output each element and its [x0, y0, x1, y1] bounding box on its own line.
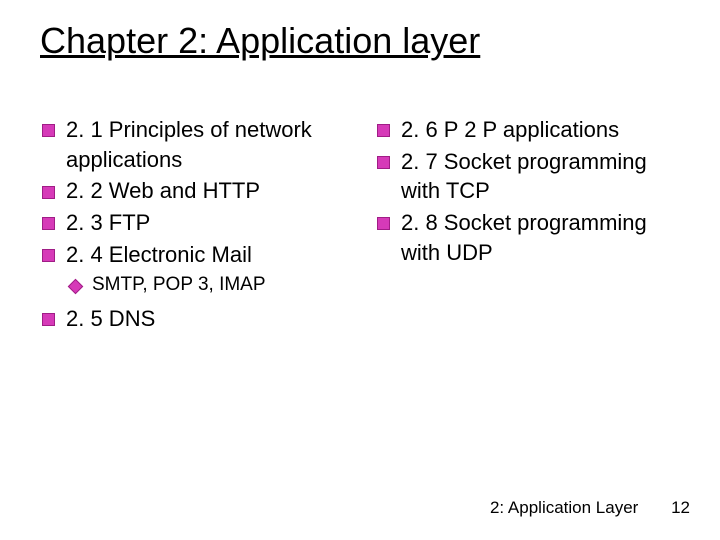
left-list: 2. 1 Principles of network applications 2… [40, 115, 345, 334]
slide: Chapter 2: Application layer 2. 1 Princi… [0, 0, 720, 540]
right-list: 2. 6 P 2 P applications 2. 7 Socket progr… [375, 115, 680, 267]
sub-list: SMTP, POP 3, IMAP [66, 273, 345, 298]
sub-list-item: SMTP, POP 3, IMAP [66, 273, 345, 298]
list-item-text: 2. 5 DNS [66, 306, 155, 331]
list-item-text: 2. 6 P 2 P applications [401, 117, 619, 142]
list-item: 2. 1 Principles of network applications [40, 115, 345, 174]
list-item: 2. 6 P 2 P applications [375, 115, 680, 145]
slide-title: Chapter 2: Application layer [40, 20, 480, 62]
left-column: 2. 1 Principles of network applications 2… [40, 115, 345, 336]
page-number: 12 [671, 498, 690, 518]
list-item-text: 2. 8 Socket programming with UDP [401, 210, 647, 265]
list-item: 2. 5 DNS [40, 304, 345, 334]
list-item-text: 2. 7 Socket programming with TCP [401, 149, 647, 204]
list-item: 2. 8 Socket programming with UDP [375, 208, 680, 267]
list-item: 2. 3 FTP [40, 208, 345, 238]
list-item-text: 2. 2 Web and HTTP [66, 178, 260, 203]
list-item-text: 2. 1 Principles of network applications [66, 117, 312, 172]
list-item: 2. 7 Socket programming with TCP [375, 147, 680, 206]
content-columns: 2. 1 Principles of network applications 2… [40, 115, 680, 336]
list-item-text: 2. 3 FTP [66, 210, 150, 235]
list-item-text: 2. 4 Electronic Mail [66, 242, 252, 267]
right-column: 2. 6 P 2 P applications 2. 7 Socket progr… [375, 115, 680, 336]
list-item: 2. 4 Electronic Mail SMTP, POP 3, IMAP [40, 240, 345, 298]
list-item: 2. 2 Web and HTTP [40, 176, 345, 206]
footer-label: 2: Application Layer [490, 498, 638, 517]
slide-footer: 2: Application Layer 12 [490, 498, 690, 518]
